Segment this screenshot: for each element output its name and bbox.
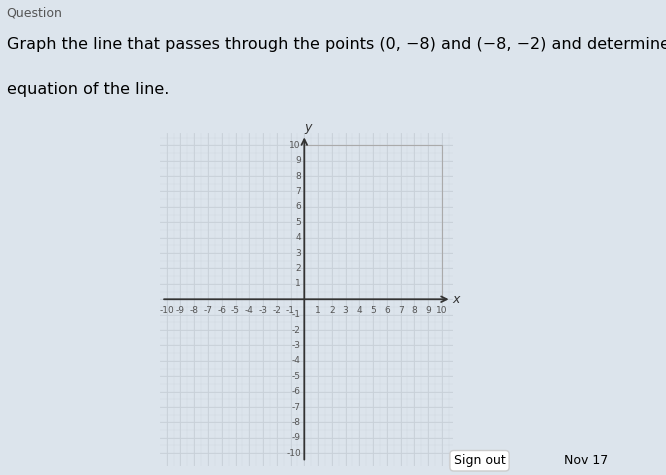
Text: -9: -9 bbox=[292, 433, 301, 442]
Text: -1: -1 bbox=[292, 310, 301, 319]
Text: -8: -8 bbox=[292, 418, 301, 427]
Text: 5: 5 bbox=[370, 306, 376, 315]
Text: -8: -8 bbox=[190, 306, 198, 315]
Text: 8: 8 bbox=[412, 306, 417, 315]
Text: 7: 7 bbox=[295, 187, 301, 196]
Text: 1: 1 bbox=[315, 306, 321, 315]
Text: 2: 2 bbox=[295, 264, 301, 273]
Text: -3: -3 bbox=[292, 341, 301, 350]
Text: -2: -2 bbox=[292, 325, 301, 334]
Text: 9: 9 bbox=[295, 156, 301, 165]
Text: -9: -9 bbox=[176, 306, 185, 315]
Text: -7: -7 bbox=[292, 402, 301, 411]
Text: 9: 9 bbox=[426, 306, 431, 315]
Text: -6: -6 bbox=[292, 387, 301, 396]
Text: Question: Question bbox=[7, 7, 63, 19]
Bar bbox=[304, 145, 442, 299]
Text: 8: 8 bbox=[295, 171, 301, 180]
Text: 6: 6 bbox=[384, 306, 390, 315]
Text: -10: -10 bbox=[286, 449, 301, 458]
Text: 3: 3 bbox=[295, 248, 301, 257]
Text: -4: -4 bbox=[292, 356, 301, 365]
Text: -3: -3 bbox=[258, 306, 268, 315]
Text: y: y bbox=[304, 121, 312, 134]
Text: 10: 10 bbox=[289, 141, 301, 150]
Text: 3: 3 bbox=[343, 306, 348, 315]
Text: x: x bbox=[452, 293, 460, 306]
Text: 6: 6 bbox=[295, 202, 301, 211]
Text: Sign out: Sign out bbox=[454, 454, 505, 467]
Text: 4: 4 bbox=[295, 233, 301, 242]
Text: Graph the line that passes through the points (0, −8) and (−8, −2) and determine: Graph the line that passes through the p… bbox=[7, 37, 666, 52]
Text: -4: -4 bbox=[245, 306, 254, 315]
Text: -2: -2 bbox=[272, 306, 281, 315]
Text: -7: -7 bbox=[204, 306, 212, 315]
Text: -6: -6 bbox=[217, 306, 226, 315]
Text: -5: -5 bbox=[292, 372, 301, 381]
Text: 1: 1 bbox=[295, 279, 301, 288]
Text: 7: 7 bbox=[398, 306, 404, 315]
Text: 2: 2 bbox=[329, 306, 334, 315]
Text: equation of the line.: equation of the line. bbox=[7, 83, 169, 97]
Text: 4: 4 bbox=[356, 306, 362, 315]
Text: -10: -10 bbox=[159, 306, 174, 315]
Text: Nov 17: Nov 17 bbox=[564, 454, 608, 467]
Text: 10: 10 bbox=[436, 306, 448, 315]
Text: -1: -1 bbox=[286, 306, 295, 315]
Text: 5: 5 bbox=[295, 218, 301, 227]
Text: -5: -5 bbox=[231, 306, 240, 315]
